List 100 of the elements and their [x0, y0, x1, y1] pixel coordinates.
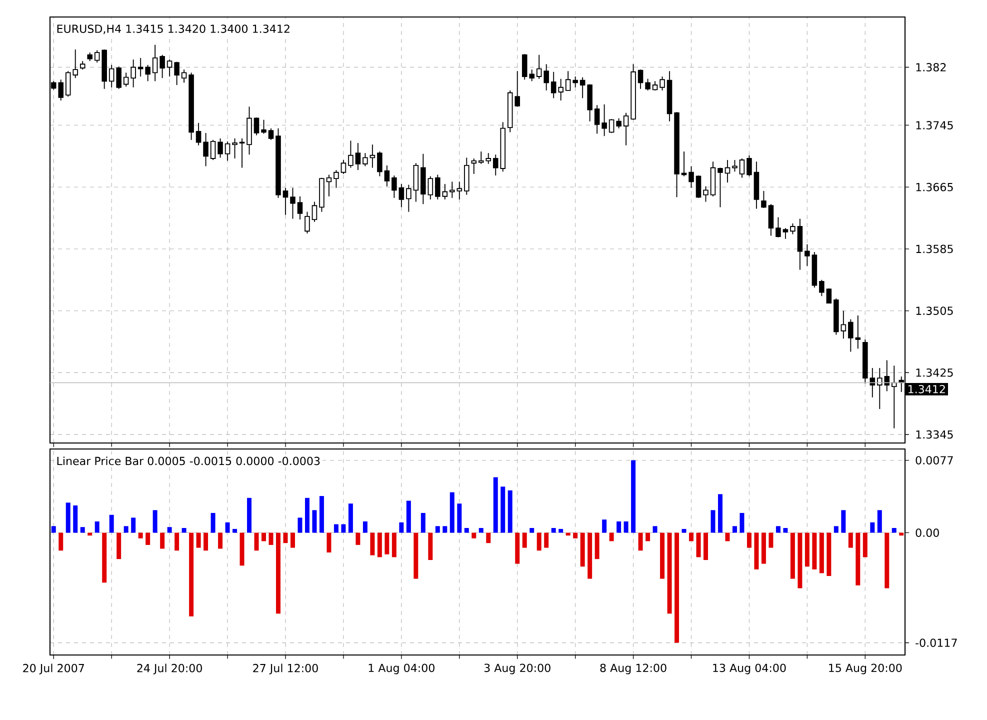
bar [131, 518, 136, 533]
candlestick [565, 70, 571, 91]
bar [138, 532, 143, 538]
bar [682, 528, 686, 533]
bar [631, 460, 636, 533]
y-tick-label: 1.3425 [916, 368, 953, 377]
candlestick [703, 186, 708, 202]
bar [841, 510, 846, 533]
bar [247, 498, 252, 533]
bar [457, 504, 462, 533]
x-tick-label: 1 Aug 04:00 [368, 664, 434, 674]
candlestick [739, 158, 745, 178]
candlestick [94, 50, 100, 64]
bar [862, 532, 868, 558]
candlestick [892, 365, 897, 429]
bar [609, 532, 614, 542]
candlestick [312, 201, 318, 222]
bar [478, 528, 484, 533]
bar [848, 532, 853, 548]
candlestick [160, 54, 165, 79]
bar [435, 526, 440, 533]
bar [566, 532, 570, 536]
bar [189, 532, 194, 616]
bar [146, 532, 150, 545]
candlestick [304, 211, 310, 234]
bar [152, 510, 158, 533]
bar [218, 532, 223, 549]
candlestick [362, 152, 368, 167]
bar [551, 528, 556, 533]
candlestick [840, 310, 846, 340]
text: EURUSD,H4 1.3415 1.3420 1.3400 1.3412 [57, 24, 290, 34]
candlestick [884, 360, 890, 392]
bar [240, 532, 244, 566]
bar [196, 532, 201, 548]
bar [522, 532, 527, 548]
candlestick [210, 139, 216, 160]
candlestick [855, 314, 861, 350]
candlestick [594, 104, 600, 134]
bar [377, 532, 382, 558]
bar [790, 532, 795, 579]
candlestick [224, 140, 230, 162]
bar [174, 532, 180, 551]
bar [276, 532, 280, 614]
bar [160, 532, 165, 549]
candlestick [645, 78, 650, 91]
bar [594, 532, 600, 560]
candlestick [435, 174, 440, 200]
candlestick [218, 138, 223, 158]
bar [182, 528, 186, 533]
bar [80, 527, 85, 533]
candlestick [804, 244, 810, 266]
bar [580, 532, 585, 567]
bar [536, 532, 542, 551]
bar [646, 532, 650, 542]
bar [877, 510, 882, 533]
bar [406, 500, 411, 533]
bar [326, 532, 332, 552]
bar [834, 526, 838, 533]
bar [334, 524, 338, 533]
bar [754, 532, 759, 570]
bar [870, 522, 875, 533]
candlestick [145, 64, 150, 82]
bar [116, 532, 122, 560]
y-tick-label: 1.3745 [916, 121, 953, 130]
candlestick [334, 170, 339, 188]
bar [225, 522, 230, 533]
bar [616, 521, 622, 533]
bar [210, 512, 216, 533]
bar [66, 502, 70, 533]
candlestick [297, 196, 303, 220]
bar [573, 532, 578, 538]
candlestick [681, 151, 687, 177]
candlestick [130, 59, 136, 88]
candlestick [550, 71, 556, 99]
candlestick [377, 151, 382, 177]
bar [262, 532, 266, 542]
candlestick [718, 167, 723, 208]
y-tick-label: -0.0117 [916, 638, 957, 647]
bar [298, 518, 302, 533]
bar [689, 532, 694, 542]
bar [892, 528, 896, 533]
candlestick [544, 64, 549, 91]
bar [768, 532, 774, 548]
bar [804, 532, 810, 567]
bar [341, 524, 346, 533]
bar [167, 527, 172, 533]
bar [204, 532, 208, 551]
bar [414, 532, 418, 579]
candlestick [384, 164, 390, 187]
bar [500, 486, 506, 533]
candlestick [203, 132, 208, 167]
candlestick [196, 122, 202, 146]
candlestick [696, 175, 702, 198]
x-tick-label: 24 Jul 20:00 [137, 664, 202, 674]
candlestick [450, 181, 455, 198]
candlestick [638, 69, 644, 90]
bar [73, 505, 78, 533]
bar [493, 477, 498, 533]
x-tick-label: 3 Aug 20:00 [484, 664, 550, 674]
bar [254, 532, 259, 551]
